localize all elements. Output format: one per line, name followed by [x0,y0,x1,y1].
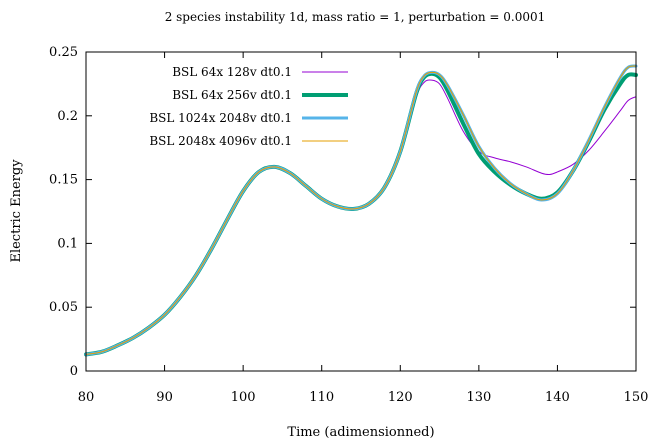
legend-label: BSL 1024x 2048v dt0.1 [149,111,292,125]
series-layer [84,64,638,357]
x-tick-label: 80 [78,390,95,405]
x-tick-label: 130 [466,390,491,405]
x-tick-label: 100 [231,390,256,405]
x-tick-label: 90 [156,390,173,405]
x-tick-label: 140 [545,390,570,405]
y-tick-label: 0 [70,364,78,379]
series-line-4 [85,65,637,355]
y-tick-label: 0.1 [57,236,78,251]
legend-label: BSL 64x 128v dt0.1 [172,65,292,79]
x-axis-label: Time (adimensionned) [287,425,434,440]
legend-label: BSL 64x 256v dt0.1 [172,88,292,102]
legend-label: BSL 2048x 4096v dt0.1 [149,134,292,148]
y-axis-label: Electric Energy [9,159,24,263]
y-tick-label: 0.15 [49,173,78,188]
y-axis: 0 0.05 0.1 0.15 0.2 0.25 [49,45,636,379]
x-axis: 80 90 100 110 120 130 140 150 [78,52,649,405]
plot-frame [85,51,637,372]
x-tick-label: 110 [309,390,334,405]
legend: BSL 64x 128v dt0.1 BSL 64x 256v dt0.1 BSL … [149,65,348,148]
chart-title: 2 species instability 1d, mass ratio = 1… [165,10,546,24]
x-tick-label: 150 [624,390,649,405]
y-tick-label: 0.2 [57,109,78,124]
x-tick-label: 120 [388,390,413,405]
y-tick-label: 0.25 [49,45,78,60]
y-tick-label: 0.05 [49,300,78,315]
